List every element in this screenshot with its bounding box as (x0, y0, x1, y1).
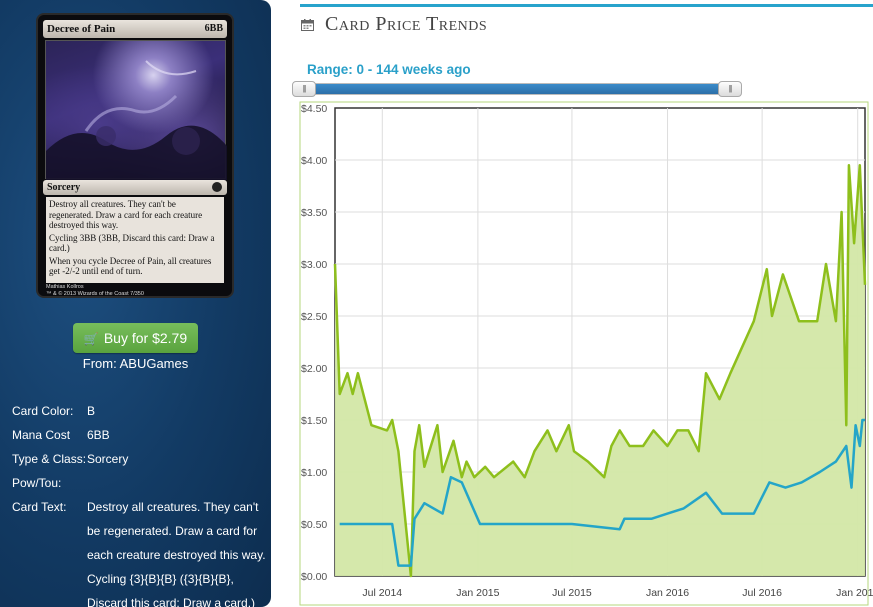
card-footer: Mathias Kollros ™ & © 2013 Wizards of th… (46, 284, 226, 298)
buy-button[interactable]: 🛒 Buy for $2.79 (73, 323, 198, 353)
panel-top-border (300, 4, 873, 7)
range-slider-handle-left[interactable]: ||| (292, 81, 316, 97)
y-tick-label: $0.00 (301, 571, 327, 583)
range-slider-fill (308, 84, 728, 94)
price-series-blue-line (339, 418, 865, 567)
detail-value (87, 471, 267, 495)
card-type-bar: Sorcery (43, 180, 227, 195)
y-tick-label: $4.00 (301, 155, 327, 167)
range-label: Range: 0 - 144 weeks ago (307, 62, 471, 77)
y-tick-label: $1.00 (301, 467, 327, 479)
y-tick-label: $3.00 (301, 259, 327, 271)
card-details: Card Color: B Mana Cost 6BB Type & Class… (12, 399, 267, 607)
detail-row-color: Card Color: B (12, 399, 267, 423)
detail-row-pow-tou: Pow/Tou: (12, 471, 267, 495)
chart-x-axis: Jul 2014 Jan 2015 Jul 2015 Jan 2016 Jul 2016… (362, 587, 873, 599)
y-tick-label: $3.50 (301, 207, 327, 219)
card-sidebar: Decree of Pain 6BB Sorcery Destroy all c… (0, 0, 271, 607)
card-type-line: Sorcery (47, 182, 81, 193)
card-name: Decree of Pain (47, 23, 116, 35)
panel-title: Card Price Trends (325, 13, 488, 35)
card-rules-text-1: Destroy all creatures. They can't be reg… (49, 199, 203, 230)
detail-value: 6BB (87, 428, 110, 442)
set-symbol-icon (212, 182, 222, 192)
card-title-bar: Decree of Pain 6BB (43, 20, 227, 38)
card-artist: Mathias Kollros (46, 284, 84, 290)
y-tick-label: $0.50 (301, 519, 327, 531)
detail-row-mana-cost: Mana Cost 6BB (12, 423, 267, 447)
detail-row-type: Type & Class: Sorcery (12, 447, 267, 471)
detail-value: Sorcery (87, 452, 129, 466)
card-copyright: ™ & © 2013 Wizards of the Coast 7/350 (46, 291, 144, 297)
y-tick-label: $2.50 (301, 311, 327, 323)
card-mana-cost: 6BB (204, 23, 223, 34)
card-art-drawing (46, 60, 227, 180)
x-tick-label: Jul 2014 (362, 587, 402, 599)
card-rules-text-2: Cycling 3BB (3BB, Discard this card: Dra… (49, 232, 215, 254)
x-tick-label: Jan 2015 (456, 587, 499, 599)
detail-label: Type & Class: (12, 452, 87, 466)
buy-button-label: Buy for $2.79 (103, 330, 188, 346)
chart-y-axis: $0.00 $0.50 $1.00 $1.50 $2.00 $2.50 $3.00 $3.50… (301, 103, 327, 583)
calendar-icon (301, 19, 314, 31)
card-art (45, 40, 227, 180)
detail-row-card-text: Card Text: Destroy all creatures. They c… (12, 495, 267, 607)
x-tick-label: Jan 2017 (836, 587, 873, 599)
range-slider-handle-right[interactable]: ||| (718, 81, 742, 97)
detail-label: Pow/Tou: (12, 476, 62, 490)
seller-text: From: ABUGames (82, 356, 189, 371)
x-tick-label: Jul 2015 (552, 587, 592, 599)
detail-label: Card Color: (12, 404, 74, 418)
chart-series (333, 163, 867, 578)
detail-label: Card Text: (12, 500, 67, 514)
x-tick-label: Jul 2016 (742, 587, 782, 599)
y-tick-label: $4.50 (301, 103, 327, 115)
detail-label: Mana Cost (12, 428, 71, 442)
y-tick-label: $2.00 (301, 363, 327, 375)
price-chart-svg: $0.00 $0.50 $1.00 $1.50 $2.00 $2.50 $3.00 $3.50… (299, 101, 873, 606)
cart-icon: 🛒 (83, 332, 99, 346)
detail-value: Destroy all creatures. They can't be reg… (87, 500, 266, 607)
card-text-box: Destroy all creatures. They can't be reg… (46, 197, 224, 283)
detail-value: B (87, 404, 96, 418)
card-image: Decree of Pain 6BB Sorcery Destroy all c… (36, 13, 234, 298)
y-tick-label: $1.50 (301, 415, 327, 427)
x-tick-label: Jan 2016 (646, 587, 689, 599)
card-rules-text-3: When you cycle Decree of Pain, all creat… (49, 255, 212, 277)
price-chart: $0.00 $0.50 $1.00 $1.50 $2.00 $2.50 $3.00 $3.50… (299, 100, 873, 607)
price-series-green-area (335, 165, 865, 576)
